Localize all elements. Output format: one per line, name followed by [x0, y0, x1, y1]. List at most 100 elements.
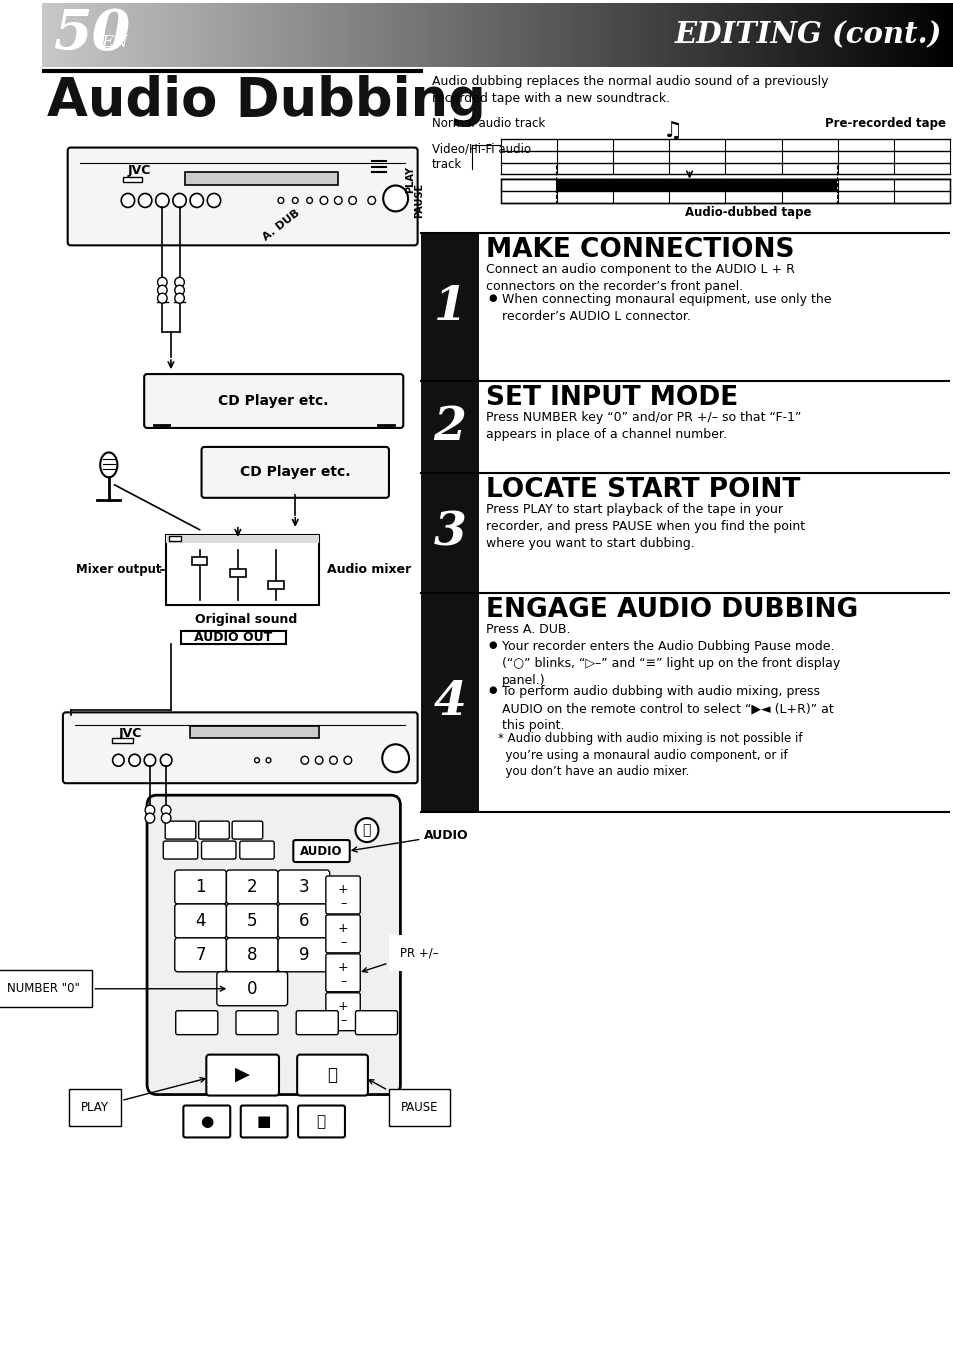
- FancyBboxPatch shape: [297, 1106, 345, 1137]
- Text: Audio-dubbed tape: Audio-dubbed tape: [684, 206, 810, 220]
- Text: CD Player etc.: CD Player etc.: [240, 465, 350, 479]
- FancyBboxPatch shape: [326, 993, 360, 1031]
- FancyBboxPatch shape: [63, 712, 417, 784]
- Text: ♫: ♫: [662, 120, 682, 140]
- Text: ▶: ▶: [234, 1066, 250, 1085]
- Circle shape: [335, 197, 342, 205]
- Circle shape: [112, 754, 124, 766]
- FancyBboxPatch shape: [174, 870, 226, 904]
- Text: 4: 4: [434, 680, 466, 726]
- Text: Audio mixer: Audio mixer: [327, 563, 411, 576]
- FancyBboxPatch shape: [206, 1055, 278, 1095]
- FancyBboxPatch shape: [68, 147, 417, 246]
- Bar: [268, 580, 283, 588]
- Bar: [421, 380, 478, 473]
- Bar: [166, 534, 319, 604]
- Text: Your recorder enters the Audio Dubbing Pause mode.
(“○” blinks, “▷–” and “≡” lig: Your recorder enters the Audio Dubbing P…: [501, 639, 840, 687]
- Text: –: –: [339, 1013, 346, 1027]
- FancyBboxPatch shape: [226, 870, 277, 904]
- Circle shape: [315, 757, 323, 765]
- Text: ●: ●: [488, 685, 497, 695]
- Text: 6: 6: [298, 912, 309, 929]
- Circle shape: [157, 285, 167, 295]
- Text: 7: 7: [195, 946, 206, 963]
- Ellipse shape: [100, 452, 117, 478]
- Bar: [180, 630, 285, 645]
- Text: ●: ●: [488, 293, 497, 304]
- Text: –: –: [339, 897, 346, 911]
- Text: MAKE CONNECTIONS: MAKE CONNECTIONS: [486, 237, 794, 263]
- Circle shape: [161, 813, 171, 823]
- Circle shape: [121, 193, 134, 208]
- Bar: [192, 557, 207, 565]
- Circle shape: [172, 193, 186, 208]
- Bar: [185, 173, 338, 185]
- Circle shape: [174, 293, 184, 304]
- FancyBboxPatch shape: [174, 904, 226, 938]
- Text: ENGAGE AUDIO DUBBING: ENGAGE AUDIO DUBBING: [486, 596, 858, 623]
- Text: ●: ●: [199, 1114, 213, 1129]
- Text: Press A. DUB.: Press A. DUB.: [486, 622, 570, 635]
- Text: 5: 5: [247, 912, 257, 929]
- Text: 3: 3: [434, 510, 466, 556]
- Text: AUDIO: AUDIO: [352, 828, 469, 853]
- Text: EDITING (cont.): EDITING (cont.): [675, 20, 942, 50]
- FancyBboxPatch shape: [277, 904, 330, 938]
- Text: PR +/–: PR +/–: [362, 947, 438, 973]
- Text: +: +: [337, 962, 348, 974]
- Text: Connect an audio component to the AUDIO L + R
connectors on the recorder’s front: Connect an audio component to the AUDIO …: [486, 263, 795, 293]
- Text: –: –: [339, 936, 346, 948]
- Text: 2: 2: [247, 878, 257, 896]
- Text: Normal audio track: Normal audio track: [432, 116, 545, 130]
- Bar: [166, 534, 319, 542]
- FancyBboxPatch shape: [147, 795, 400, 1094]
- Circle shape: [138, 193, 152, 208]
- Circle shape: [277, 197, 283, 204]
- Circle shape: [383, 185, 408, 212]
- Text: ■: ■: [256, 1114, 271, 1129]
- Text: EN: EN: [101, 34, 128, 51]
- Circle shape: [174, 285, 184, 295]
- Text: PAUSE: PAUSE: [415, 183, 424, 219]
- Circle shape: [207, 193, 220, 208]
- Bar: [421, 473, 478, 592]
- Text: 1: 1: [434, 285, 466, 331]
- Text: ●: ●: [488, 639, 497, 649]
- FancyBboxPatch shape: [226, 938, 277, 971]
- Text: +: +: [337, 1000, 348, 1013]
- FancyBboxPatch shape: [277, 938, 330, 971]
- Bar: [123, 178, 142, 182]
- Text: JVC: JVC: [118, 727, 142, 739]
- Bar: [112, 738, 132, 743]
- Text: 50: 50: [53, 7, 131, 62]
- Circle shape: [157, 293, 167, 304]
- Circle shape: [355, 817, 378, 842]
- Circle shape: [145, 813, 154, 823]
- FancyBboxPatch shape: [355, 1010, 397, 1035]
- Text: ⏸: ⏸: [316, 1114, 325, 1129]
- Circle shape: [292, 197, 297, 204]
- Text: PLAY: PLAY: [405, 166, 415, 193]
- Text: ⏻: ⏻: [362, 823, 371, 838]
- Text: LOCATE START POINT: LOCATE START POINT: [486, 476, 800, 503]
- Bar: [421, 592, 478, 812]
- Text: Original sound: Original sound: [194, 612, 296, 626]
- Circle shape: [129, 754, 140, 766]
- Text: Press NUMBER key “0” and/or PR +/– so that “F-1”
appears in place of a channel n: Press NUMBER key “0” and/or PR +/– so th…: [486, 411, 801, 441]
- Text: 0: 0: [247, 979, 257, 998]
- FancyBboxPatch shape: [239, 840, 274, 859]
- FancyBboxPatch shape: [201, 447, 389, 498]
- Text: Video/Hi-Fi audio
track: Video/Hi-Fi audio track: [432, 142, 531, 171]
- FancyBboxPatch shape: [183, 1106, 230, 1137]
- FancyBboxPatch shape: [240, 1106, 287, 1137]
- Bar: [230, 569, 245, 576]
- Circle shape: [174, 278, 184, 287]
- FancyBboxPatch shape: [144, 374, 403, 428]
- Text: –: –: [339, 975, 346, 987]
- Circle shape: [382, 745, 409, 772]
- FancyBboxPatch shape: [165, 822, 195, 839]
- Text: 3: 3: [298, 878, 309, 896]
- FancyBboxPatch shape: [201, 840, 235, 859]
- Text: Press PLAY to start playback of the tape in your
recorder, and press PAUSE when : Press PLAY to start playback of the tape…: [486, 503, 804, 550]
- Circle shape: [300, 757, 309, 765]
